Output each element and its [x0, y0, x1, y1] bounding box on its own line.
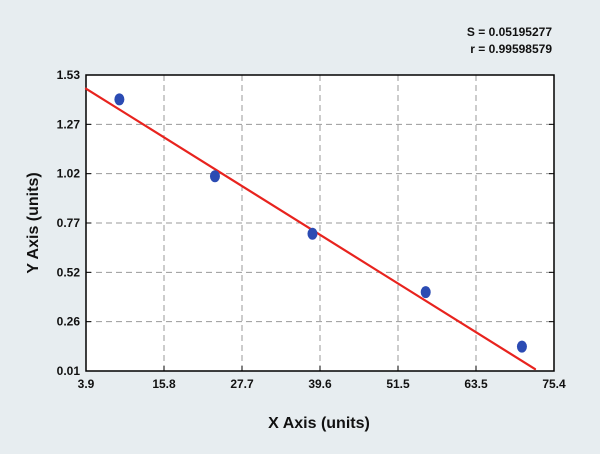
y-tick-labels: 1.53 1.27 1.02 0.77 0.52 0.26 0.01 — [57, 68, 81, 378]
y-tick-label: 0.77 — [57, 216, 81, 230]
stat-s-value: S = 0.05195277 — [467, 25, 552, 39]
data-points — [114, 93, 527, 353]
y-tick-label: 0.52 — [57, 265, 81, 279]
data-point — [420, 286, 431, 299]
data-point — [516, 340, 527, 353]
x-axis-title: X Axis (units) — [268, 415, 370, 432]
y-tick-label: 0.26 — [57, 315, 81, 329]
grid-lines — [86, 75, 554, 371]
y-tick-label: 0.01 — [57, 364, 81, 378]
x-tick-label: 3.9 — [78, 377, 95, 391]
x-tick-labels: 3.9 15.8 27.7 39.6 51.5 63.5 75.4 — [78, 377, 566, 391]
data-point — [114, 93, 125, 106]
x-tick-label: 27.7 — [230, 377, 254, 391]
x-tick-label: 75.4 — [542, 377, 566, 391]
x-tick-label: 15.8 — [152, 377, 176, 391]
data-point — [209, 170, 220, 183]
x-tick-label: 63.5 — [464, 377, 488, 391]
y-tick-label: 1.02 — [57, 167, 81, 181]
x-tick-label: 39.6 — [308, 377, 332, 391]
y-tick-label: 1.27 — [57, 117, 81, 131]
x-tick-label: 51.5 — [386, 377, 410, 391]
y-tick-label: 1.53 — [57, 68, 81, 82]
data-point — [307, 227, 318, 240]
y-axis-title: Y Axis (units) — [25, 172, 42, 273]
plot-border — [85, 74, 555, 372]
stat-r-value: r = 0.99598579 — [470, 42, 552, 56]
